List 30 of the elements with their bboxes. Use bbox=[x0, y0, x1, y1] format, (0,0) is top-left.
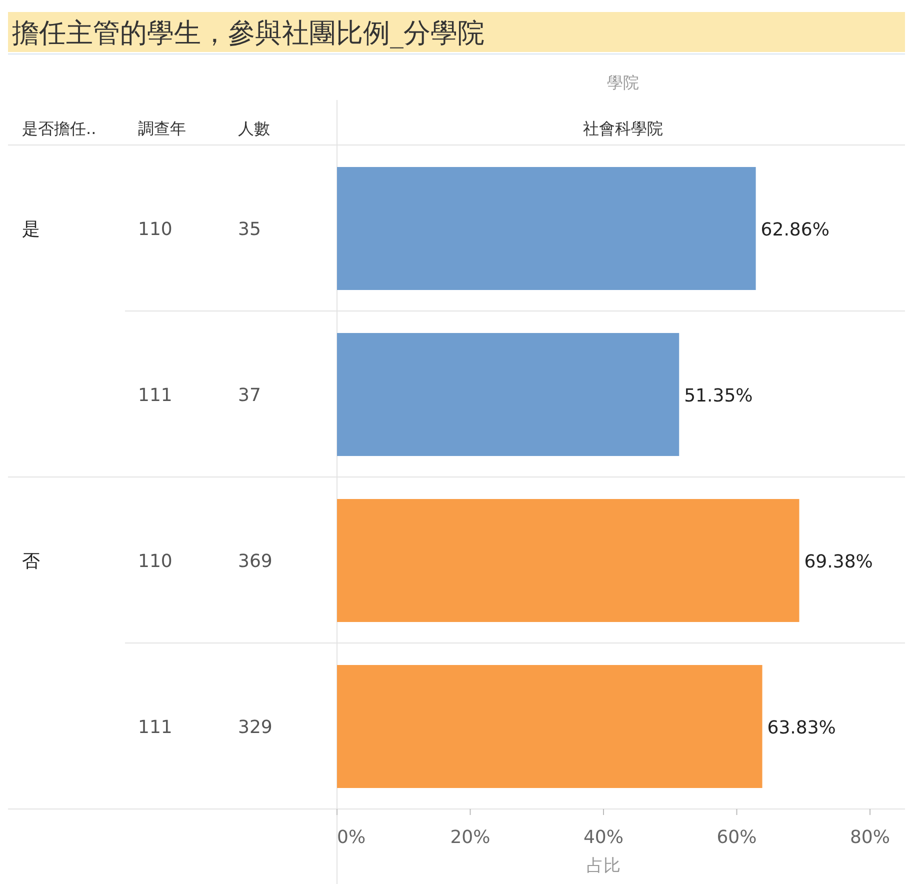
text: 111 bbox=[138, 717, 172, 738]
bar bbox=[337, 167, 756, 290]
data-label: 62.86% bbox=[760, 220, 830, 240]
chart-title: 擔任主管的學生，參與社團比例_分學院 bbox=[12, 18, 484, 49]
text: 否 bbox=[22, 551, 40, 572]
data-label: 51.35% bbox=[684, 386, 753, 406]
y-tick-label: 37 bbox=[238, 385, 261, 406]
text: 110 bbox=[138, 551, 172, 572]
y-tick-label: 369 bbox=[238, 551, 272, 572]
x-tick-label: 0% bbox=[337, 827, 366, 848]
text: 111 bbox=[138, 385, 172, 406]
bar bbox=[337, 499, 800, 622]
text: 人數 bbox=[238, 119, 270, 138]
x-tick-label: 60% bbox=[716, 827, 757, 848]
x-tick-label: 40% bbox=[583, 827, 624, 848]
bar bbox=[337, 665, 762, 788]
text: 調查年 bbox=[138, 119, 186, 138]
data-label: 69.38% bbox=[804, 552, 873, 572]
y-tick-label: 35 bbox=[238, 219, 261, 240]
bar bbox=[337, 333, 680, 456]
x-tick-label: 20% bbox=[450, 827, 490, 848]
x-axis-title: 占比 bbox=[586, 856, 620, 876]
text: 是否擔任.. bbox=[22, 119, 96, 138]
text: 110 bbox=[138, 219, 172, 240]
text: 是 bbox=[22, 219, 40, 240]
text: 學院 bbox=[607, 73, 639, 92]
y-tick-label: 329 bbox=[238, 717, 272, 738]
data-label: 63.83% bbox=[767, 718, 836, 738]
annotation: 社會科學院 bbox=[583, 119, 663, 138]
x-tick-label: 80% bbox=[850, 827, 890, 848]
